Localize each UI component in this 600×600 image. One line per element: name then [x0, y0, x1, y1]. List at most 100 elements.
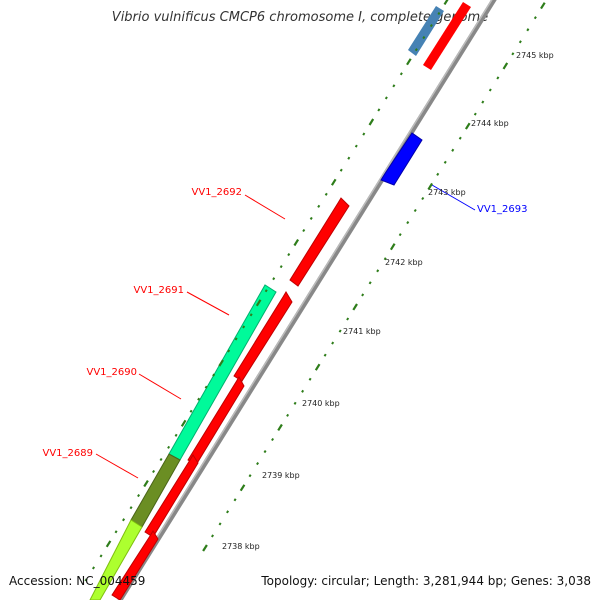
tick-major	[502, 62, 509, 70]
tick-minor	[354, 144, 358, 148]
gene-label-vv1-2691[interactable]: VV1_2691	[134, 285, 185, 296]
tick-label-2738: 2738 kbp	[222, 542, 260, 551]
tick-minor	[279, 265, 283, 269]
tick-minor	[338, 329, 342, 333]
tick-major	[202, 544, 208, 552]
tick-minor	[339, 168, 343, 172]
tick-minor	[383, 257, 387, 261]
tick-minor	[204, 385, 208, 389]
leader-vv1-2690	[138, 373, 182, 400]
gene-label-vv1-2689[interactable]: VV1_2689	[43, 448, 94, 459]
tick-minor	[488, 88, 492, 92]
tick-minor	[346, 317, 350, 321]
tick-minor	[197, 397, 201, 401]
tick-label-2741: 2741 kbp	[343, 327, 381, 336]
tick-minor	[122, 518, 126, 522]
genome-stats: Topology: circular; Length: 3,281,944 bp…	[261, 574, 591, 588]
tick-minor	[518, 40, 522, 44]
tick-minor	[99, 554, 103, 558]
cds-vv1-2693[interactable]	[380, 132, 423, 186]
tick-minor	[422, 36, 426, 40]
tick-minor	[227, 349, 231, 353]
tick-minor	[376, 269, 380, 273]
tick-minor	[264, 289, 268, 293]
leader-vv1-2692	[244, 194, 286, 220]
tick-minor	[137, 494, 141, 498]
genome-backbone-highlight	[117, 0, 493, 600]
tick-label-2742: 2742 kbp	[385, 258, 423, 267]
tick-minor	[189, 409, 193, 413]
tick-minor	[211, 534, 214, 538]
tick-minor	[286, 413, 290, 417]
tick-major	[293, 239, 300, 247]
tick-minor	[84, 578, 88, 582]
tick-minor	[496, 76, 500, 80]
cds-vv1-2692[interactable]	[289, 197, 350, 287]
tick-minor	[436, 172, 440, 176]
tick-minor	[129, 506, 133, 510]
tick-minor	[317, 204, 321, 208]
tick-minor	[271, 437, 275, 442]
tick-minor	[233, 498, 237, 502]
tick-major	[143, 480, 149, 488]
tick-minor	[301, 389, 305, 393]
cds-forward-bottom[interactable]	[111, 530, 159, 600]
tick-label-2740: 2740 kbp	[302, 399, 340, 408]
leader-vv1-2691	[186, 291, 230, 316]
tick-minor	[377, 108, 381, 112]
tick-minor	[248, 474, 252, 478]
tick-major	[314, 363, 321, 371]
tick-minor	[399, 72, 403, 76]
tick-major	[368, 118, 375, 126]
accession-label: Accession: NC_004459	[9, 574, 146, 588]
track-segment-lower[interactable]	[89, 519, 143, 600]
tick-major	[218, 359, 224, 367]
tick-major	[255, 299, 262, 307]
tick-minor	[413, 208, 417, 213]
tick-minor	[92, 566, 95, 570]
tick-minor	[481, 100, 485, 104]
tick-major	[427, 182, 434, 190]
feature-upper-forward[interactable]	[423, 2, 471, 70]
tick-minor	[362, 132, 366, 136]
tick-minor	[526, 28, 530, 32]
tick-minor	[293, 401, 297, 405]
tick-major	[406, 58, 412, 66]
tick-minor	[287, 253, 291, 257]
tick-minor	[406, 221, 410, 225]
tick-minor	[511, 52, 515, 56]
gene-label-vv1-2692[interactable]: VV1_2692	[192, 187, 243, 198]
tick-minor	[263, 450, 267, 454]
feature-upper-reverse[interactable]	[408, 6, 444, 56]
tick-minor	[226, 510, 230, 514]
tick-minor	[242, 325, 246, 329]
gene-label-vv1-2693[interactable]: VV1_2693	[477, 204, 528, 215]
tick-major	[239, 484, 246, 492]
tick-minor	[309, 216, 313, 220]
tick-minor	[167, 445, 171, 449]
map-title: Vibrio vulnificus CMCP6 chromosome I, co…	[111, 10, 489, 25]
tick-minor	[114, 530, 118, 534]
tick-minor	[324, 192, 328, 196]
tick-minor	[361, 293, 365, 297]
tick-minor	[458, 136, 462, 140]
tick-minor	[443, 160, 447, 164]
tick-minor	[398, 233, 402, 237]
tick-minor	[347, 156, 351, 160]
genome-backbone	[117, 0, 497, 600]
leader-vv1-2693	[431, 184, 476, 211]
tick-minor	[451, 148, 455, 152]
tick-label-2739: 2739 kbp	[262, 471, 300, 480]
tick-major	[180, 419, 187, 427]
tick-minor	[392, 84, 396, 88]
tick-marks	[84, 0, 546, 582]
leader-vv1-2689	[95, 453, 139, 479]
tick-major	[352, 303, 358, 311]
tick-minor	[174, 433, 178, 437]
tick-minor	[323, 353, 327, 357]
tick-major	[330, 178, 337, 186]
tick-minor	[249, 313, 253, 317]
tick-minor	[159, 457, 163, 462]
gene-label-vv1-2690[interactable]: VV1_2690	[87, 367, 138, 378]
